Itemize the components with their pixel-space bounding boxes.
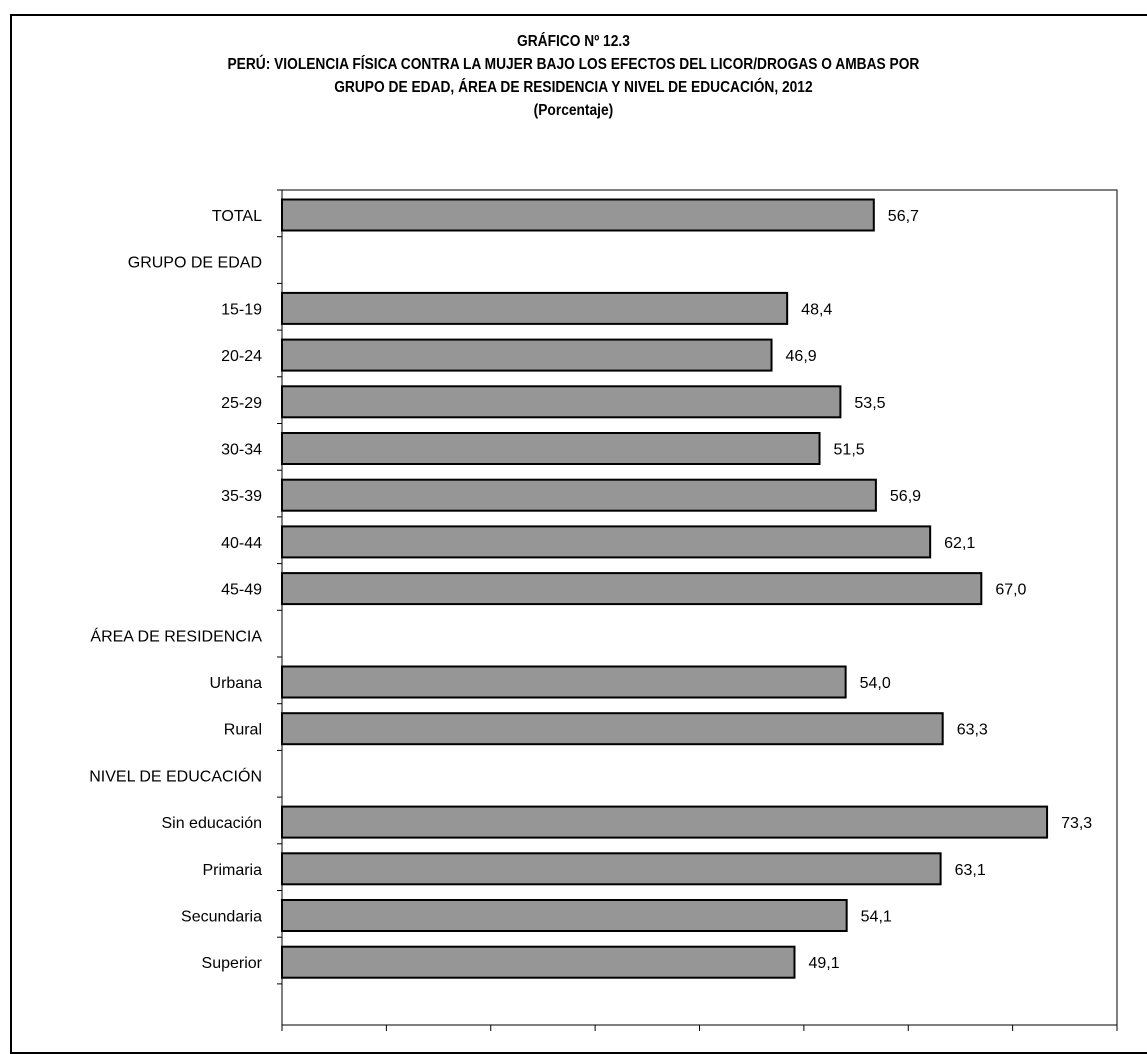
category-label: Rural [224,722,262,739]
data-label: 49,1 [808,955,839,972]
data-label: 56,7 [888,208,919,225]
category-label: 35-39 [221,488,262,505]
category-label: 15-19 [221,301,262,318]
bar [281,572,983,606]
bar [281,899,848,932]
category-label: 40-44 [221,535,262,552]
chart-subtitle-line-1: PERÚ: VIOLENCIA FÍSICA CONTRA LA MUJER B… [227,56,920,73]
bar [281,712,944,746]
bar [281,525,932,559]
data-label: 67,0 [995,582,1026,599]
category-label: NIVEL DE EDUCACIÓN [89,766,262,785]
category-label: Urbana [210,675,263,692]
bar [281,432,821,465]
category-label: Primaria [202,862,262,879]
bar [281,805,1049,839]
bar [281,385,842,419]
chart-title: GRÁFICO Nº 12.3 [517,33,630,50]
bar [281,291,789,325]
category-label: 45-49 [221,582,262,599]
bar [281,478,877,512]
category-label: ÁREA DE RESIDENCIA [90,626,262,645]
category-label: 20-24 [221,348,262,365]
chart-titles: GRÁFICO Nº 12.3 PERÚ: VIOLENCIA FÍSICA C… [80,30,1066,122]
chart-subtitle-line-3: (Porcentaje) [533,102,614,119]
data-label: 54,0 [860,675,891,692]
category-label: Secundaria [181,909,262,926]
data-label: 53,5 [854,395,885,412]
chart-subtitle-line-2: GRUPO DE EDAD, ÁREA DE RESIDENCIA Y NIVE… [334,79,813,96]
data-label: 48,4 [801,301,832,318]
data-label: 46,9 [786,348,817,365]
bar [281,945,796,979]
data-label: 56,9 [890,488,921,505]
category-label: GRUPO DE EDAD [128,255,262,272]
bar [281,665,847,699]
category-label: 30-34 [221,442,262,459]
category-label: 25-29 [221,395,262,412]
data-label: 62,1 [944,535,975,552]
bar [281,338,773,372]
bar [281,198,875,232]
data-label: 63,1 [955,862,986,879]
data-label: 73,3 [1061,815,1092,832]
category-label: Sin educación [161,815,262,832]
category-label: Superior [202,955,263,972]
bar [281,852,942,886]
data-label: 63,3 [957,722,988,739]
category-label: TOTAL [212,208,262,225]
data-label: 51,5 [834,442,865,459]
data-label: 54,1 [861,909,892,926]
